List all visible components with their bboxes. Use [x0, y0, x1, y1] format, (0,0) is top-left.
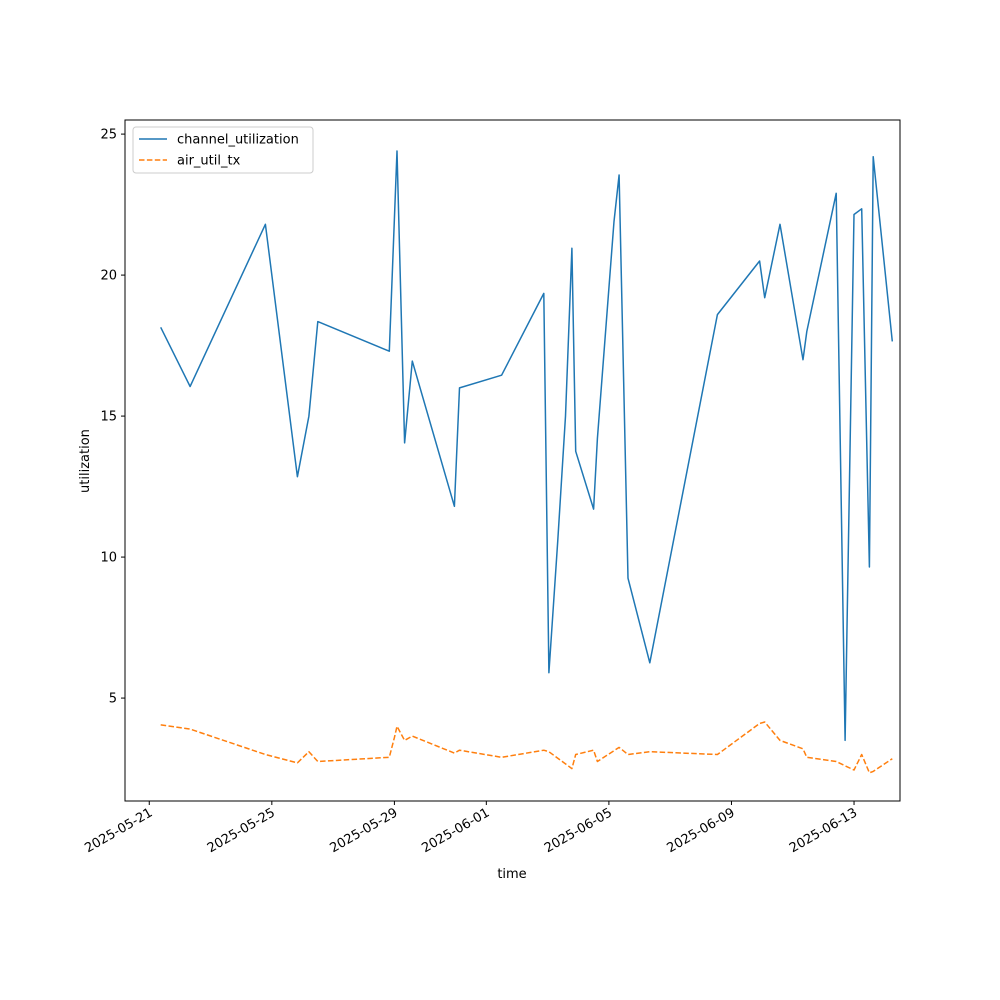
series-line-air-util-tx — [160, 721, 893, 774]
plot-frame — [124, 119, 901, 802]
y-tick-label: 20 — [100, 269, 117, 284]
y-tick-label: 5 — [109, 692, 117, 707]
y-tick-label: 25 — [100, 128, 117, 143]
y-tick-label: 10 — [100, 551, 117, 566]
series-layer — [160, 150, 894, 774]
legend-label: channel_utilization — [177, 133, 299, 148]
legend-box — [132, 126, 314, 174]
legend-label: air_util_tx — [177, 154, 241, 169]
y-axis-label: utilization — [78, 429, 93, 493]
y-axis-ticks: 5 10 15 20 25 — [100, 128, 125, 707]
y-tick-label: 15 — [100, 410, 117, 425]
x-axis-label: time — [497, 867, 526, 882]
legend: channel_utilization air_util_tx — [132, 126, 314, 174]
plot-area-background — [125, 120, 900, 801]
series-line-channel-utilization — [160, 150, 894, 742]
